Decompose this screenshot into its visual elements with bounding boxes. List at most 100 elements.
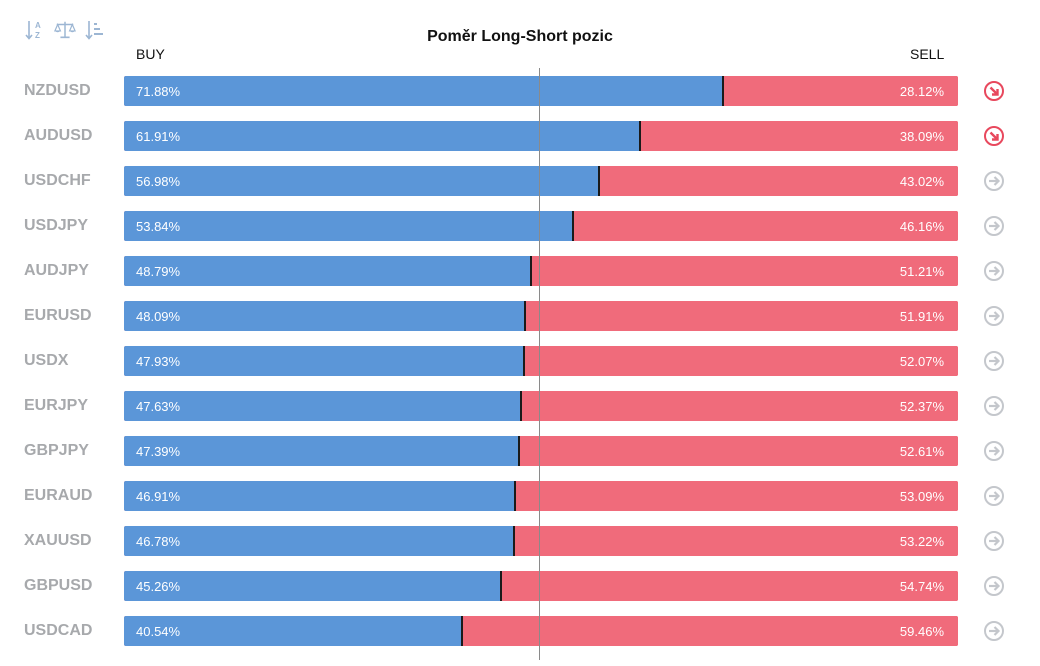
bar-divider	[722, 76, 724, 106]
chart-title: Poměr Long-Short pozic	[427, 28, 613, 45]
table-row: GBPJPY 47.39% 52.61%	[0, 436, 1040, 466]
ratio-bar: 46.78% 53.22%	[124, 526, 958, 556]
buy-percent: 47.93%	[136, 354, 181, 369]
svg-text:Z: Z	[35, 31, 40, 40]
ratio-bar: 48.79% 51.21%	[124, 256, 958, 286]
bar-divider	[514, 481, 516, 511]
arrow-down-right-icon[interactable]	[983, 80, 1005, 102]
table-row: USDCAD 40.54% 59.46%	[0, 616, 1040, 646]
sell-bar	[723, 76, 958, 106]
arrow-right-icon[interactable]	[983, 395, 1005, 417]
sell-bar	[531, 256, 958, 286]
sell-percent: 43.02%	[899, 174, 944, 189]
symbol-label[interactable]: USDJPY	[24, 217, 89, 234]
symbol-label[interactable]: EURAUD	[24, 487, 93, 504]
symbol-label[interactable]: USDX	[24, 352, 69, 369]
sort-alpha-icon[interactable]: A Z	[24, 18, 46, 42]
bar-divider	[523, 346, 525, 376]
ratio-bar: 40.54% 59.46%	[124, 616, 958, 646]
ratio-bar: 45.26% 54.74%	[124, 571, 958, 601]
sell-bar	[599, 166, 958, 196]
sell-percent: 28.12%	[899, 84, 944, 99]
sell-bar	[501, 571, 958, 601]
sell-bar	[462, 616, 958, 646]
sell-percent: 46.16%	[899, 219, 944, 234]
buy-percent: 46.91%	[136, 489, 181, 504]
buy-bar	[124, 256, 531, 286]
arrow-right-icon[interactable]	[983, 350, 1005, 372]
sell-bar	[524, 346, 958, 376]
symbol-label[interactable]: GBPJPY	[24, 442, 89, 459]
symbol-label[interactable]: NZDUSD	[24, 82, 91, 99]
arrow-right-icon[interactable]	[983, 530, 1005, 552]
symbol-label[interactable]: USDCAD	[24, 622, 93, 639]
sell-bar	[573, 211, 958, 241]
bar-divider	[639, 121, 641, 151]
sell-percent: 52.37%	[899, 399, 944, 414]
ratio-bar: 71.88% 28.12%	[124, 76, 958, 106]
arrow-right-icon[interactable]	[983, 215, 1005, 237]
sell-percent: 51.21%	[899, 264, 944, 279]
bar-divider	[461, 616, 463, 646]
sort-amount-icon[interactable]	[84, 18, 106, 42]
buy-percent: 56.98%	[136, 174, 181, 189]
balance-scale-icon[interactable]	[54, 18, 76, 42]
arrow-right-icon[interactable]	[983, 260, 1005, 282]
buy-bar	[124, 391, 521, 421]
table-row: USDX 47.93% 52.07%	[0, 346, 1040, 376]
arrow-right-icon[interactable]	[983, 485, 1005, 507]
symbol-label[interactable]: AUDJPY	[24, 262, 89, 279]
arrow-right-icon[interactable]	[983, 170, 1005, 192]
buy-bar	[124, 211, 573, 241]
buy-percent: 46.78%	[136, 534, 181, 549]
ratio-bar: 56.98% 43.02%	[124, 166, 958, 196]
table-row: USDCHF 56.98% 43.02%	[0, 166, 1040, 196]
arrow-right-icon[interactable]	[983, 620, 1005, 642]
arrow-down-right-icon[interactable]	[983, 125, 1005, 147]
buy-percent: 48.09%	[136, 309, 181, 324]
arrow-right-icon[interactable]	[983, 575, 1005, 597]
sell-percent: 52.07%	[899, 354, 944, 369]
arrow-right-icon[interactable]	[983, 305, 1005, 327]
symbol-label[interactable]: AUDUSD	[24, 127, 93, 144]
table-row: EURUSD 48.09% 51.91%	[0, 301, 1040, 331]
buy-bar	[124, 481, 515, 511]
bar-divider	[520, 391, 522, 421]
table-row: EURAUD 46.91% 53.09%	[0, 481, 1040, 511]
buy-percent: 61.91%	[136, 129, 181, 144]
sell-bar	[514, 526, 958, 556]
table-row: GBPUSD 45.26% 54.74%	[0, 571, 1040, 601]
toolbar: A Z	[24, 18, 106, 44]
buy-bar	[124, 121, 640, 151]
ratio-bar: 46.91% 53.09%	[124, 481, 958, 511]
symbol-label[interactable]: EURUSD	[24, 307, 92, 324]
sell-header: SELL	[910, 46, 945, 62]
ratio-bar: 53.84% 46.16%	[124, 211, 958, 241]
buy-percent: 40.54%	[136, 624, 181, 639]
symbol-label[interactable]: USDCHF	[24, 172, 91, 189]
arrow-right-icon[interactable]	[983, 440, 1005, 462]
buy-bar	[124, 436, 519, 466]
bar-divider	[500, 571, 502, 601]
ratio-bar: 61.91% 38.09%	[124, 121, 958, 151]
table-row: NZDUSD 71.88% 28.12%	[0, 76, 1040, 106]
sell-percent: 54.74%	[899, 579, 944, 594]
buy-percent: 47.63%	[136, 399, 181, 414]
bar-divider	[513, 526, 515, 556]
symbol-label[interactable]: GBPUSD	[24, 577, 93, 594]
buy-percent: 48.79%	[136, 264, 181, 279]
buy-percent: 47.39%	[136, 444, 181, 459]
table-row: AUDUSD 61.91% 38.09%	[0, 121, 1040, 151]
fifty-percent-line	[539, 68, 540, 660]
symbol-label[interactable]: EURJPY	[24, 397, 89, 414]
buy-bar	[124, 616, 462, 646]
sell-bar	[519, 436, 958, 466]
ratio-bar: 47.63% 52.37%	[124, 391, 958, 421]
ratio-bar: 47.39% 52.61%	[124, 436, 958, 466]
buy-header: BUY	[136, 46, 165, 62]
buy-percent: 45.26%	[136, 579, 181, 594]
sell-percent: 51.91%	[899, 309, 944, 324]
symbol-label[interactable]: XAUUSD	[24, 532, 92, 549]
bar-divider	[598, 166, 600, 196]
table-row: USDJPY 53.84% 46.16%	[0, 211, 1040, 241]
